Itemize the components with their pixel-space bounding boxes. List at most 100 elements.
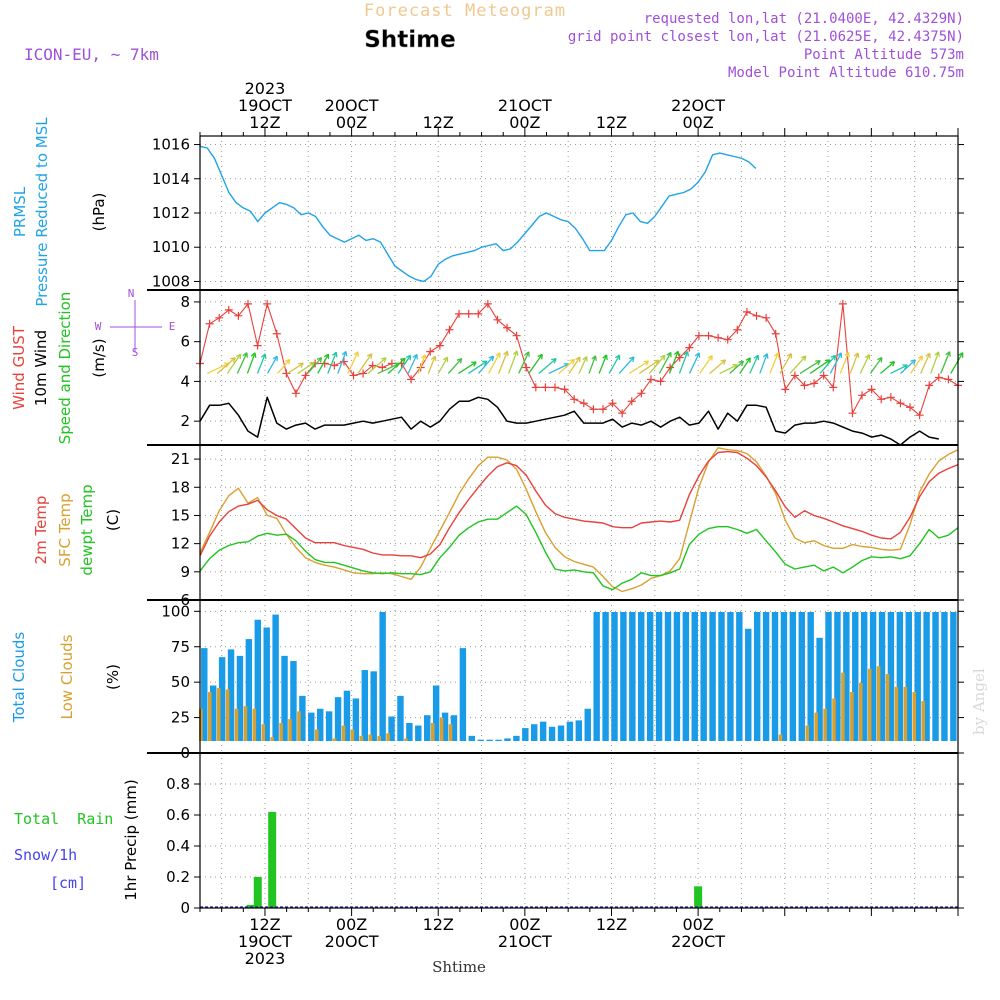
y-tick-label: 6	[180, 591, 190, 609]
total-clouds-bar	[548, 726, 556, 741]
total-clouds-bar	[718, 612, 725, 741]
gust-marker	[282, 369, 291, 378]
wind-arrow-head	[745, 357, 751, 363]
wind-arrow-head	[591, 355, 597, 361]
wind-arrow	[678, 351, 689, 374]
time-label-bottom: 19OCT	[238, 932, 292, 951]
wind-arrow-head	[569, 358, 576, 365]
wind-arrow	[749, 354, 759, 374]
gust-marker	[810, 379, 819, 388]
total-clouds-bar	[816, 637, 823, 741]
wind-arrow	[920, 352, 931, 374]
panel-frame-precip	[199, 752, 959, 909]
total-clouds-bar	[629, 612, 636, 741]
total-clouds-bar	[860, 612, 868, 741]
low-clouds-bar	[270, 737, 274, 741]
time-label-bottom: 2023	[245, 949, 286, 968]
wind-arrow-head	[495, 352, 501, 358]
low-clouds-bar	[430, 722, 435, 741]
watermark: by Angel	[970, 668, 988, 735]
gust-marker	[723, 335, 732, 344]
wind-arrow	[819, 354, 837, 374]
time-label-top: 12Z	[423, 113, 454, 132]
wind-arrow-head	[786, 352, 792, 359]
wind-arrow	[478, 355, 495, 374]
wind-arrow	[206, 362, 230, 375]
gust-marker	[714, 333, 723, 342]
gust-marker	[618, 409, 627, 418]
low-clouds-bar	[894, 686, 899, 741]
wind-arrow-head	[707, 355, 713, 361]
wind-arrow-head	[442, 356, 449, 363]
model-altitude: Model Point Altitude 610.75m	[728, 65, 964, 81]
wind-arrow-head	[488, 355, 495, 362]
gust-marker	[867, 385, 876, 394]
total-clouds-bar	[450, 715, 458, 741]
total-clouds-bar	[504, 738, 511, 741]
wind-arrow-head	[230, 357, 236, 363]
time-label-top: 00Z	[336, 113, 367, 132]
total-clouds-bar	[575, 720, 583, 741]
gust-marker	[560, 385, 569, 394]
time-label-top: 00Z	[509, 113, 540, 132]
total-clouds-bar	[495, 739, 502, 741]
total-clouds-bar	[753, 612, 761, 741]
gust-marker	[253, 341, 262, 350]
total-clouds-bar	[486, 739, 493, 741]
wind-arrow-head	[341, 350, 348, 357]
wind-arrow	[839, 352, 850, 374]
gust-marker	[906, 403, 915, 412]
wind-arrow	[578, 356, 588, 374]
gust-marker	[445, 325, 454, 334]
wind-arrow	[347, 351, 359, 374]
total-clouds-bar	[727, 612, 734, 741]
wind-arrow-head	[250, 352, 257, 358]
wind-arrow-head	[412, 353, 418, 360]
wind-arrow-head	[864, 354, 871, 360]
total-clouds-bar	[878, 612, 886, 741]
snow-unit-label: [cm]	[50, 874, 86, 892]
total-clouds-bar	[281, 655, 288, 741]
low-clouds-bar	[921, 701, 925, 741]
total-clouds-bar	[914, 612, 921, 741]
low-clouds-bar	[885, 673, 890, 741]
model-label: ICON-EU, ~ 7km	[24, 45, 159, 64]
low-clouds-bar	[876, 666, 881, 741]
wind-arrow	[387, 357, 406, 374]
gust-marker	[215, 313, 224, 322]
wind-arrow	[628, 360, 649, 375]
wind-arrow	[487, 352, 501, 374]
point-altitude: Point Altitude 573m	[804, 47, 964, 63]
total-clouds-bar	[941, 612, 948, 741]
wind-arrow	[668, 351, 679, 374]
time-label-top: 20OCT	[325, 96, 379, 115]
wind-arrow	[437, 356, 449, 374]
wind-arrow-head	[353, 351, 359, 357]
time-label-bottom: 00Z	[509, 915, 540, 934]
gust-label: Wind GUST	[10, 325, 28, 410]
total-clouds-bar	[736, 612, 743, 741]
wind-arrow-head	[602, 354, 608, 360]
wind-arrow-head	[272, 355, 278, 362]
total-clouds-bar	[513, 735, 520, 741]
total-clouds-bar	[245, 639, 253, 741]
time-label-bottom: 12Z	[249, 915, 280, 934]
total-clouds-bar	[441, 712, 449, 741]
total-clouds-bar	[263, 627, 270, 741]
wind-arrow-head	[405, 354, 412, 361]
wind-arrow-head	[836, 352, 843, 358]
y-tick-label: 25	[171, 709, 190, 727]
wind-arrow-head	[673, 350, 680, 357]
gust-marker	[503, 323, 512, 332]
total-clouds-bar	[388, 716, 395, 741]
wind-arrow	[709, 359, 726, 374]
temp-unit-label: (C)	[104, 509, 122, 531]
wind-arrow	[236, 352, 248, 374]
y-tick-label: 1012	[152, 204, 190, 222]
gust-marker	[483, 299, 492, 308]
wind-arrow-head	[551, 357, 557, 364]
low-clouds-bar	[903, 686, 908, 741]
low-clouds-bar	[386, 733, 390, 741]
wind-arrow	[357, 353, 373, 374]
wind-arrow-head	[815, 360, 821, 366]
